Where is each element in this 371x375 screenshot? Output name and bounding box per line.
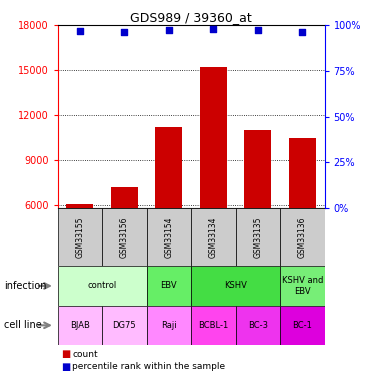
Bar [58,266,147,306]
Bar [155,127,182,208]
Bar [236,306,280,345]
Text: KSHV: KSHV [224,281,247,290]
Text: Raji: Raji [161,321,177,330]
Bar [236,208,280,266]
Point [166,27,172,33]
Bar [244,130,271,208]
Text: infection: infection [4,281,46,291]
Bar [280,306,325,345]
Bar [147,208,191,266]
Text: KSHV and
EBV: KSHV and EBV [282,276,323,296]
Bar [58,306,102,345]
Text: GSM33154: GSM33154 [164,216,173,258]
Title: GDS989 / 39360_at: GDS989 / 39360_at [130,11,252,24]
Text: BCBL-1: BCBL-1 [198,321,229,330]
Bar [191,266,280,306]
Text: cell line: cell line [4,320,42,330]
Bar [111,187,138,208]
Text: count: count [72,350,98,359]
Text: control: control [88,281,116,290]
Point [77,28,83,34]
Bar [191,306,236,345]
Bar [191,208,236,266]
Bar [147,266,191,306]
Bar [66,204,93,208]
Bar [102,306,147,345]
Text: EBV: EBV [161,281,177,290]
Text: ■: ■ [61,362,70,372]
Bar [280,208,325,266]
Text: BC-3: BC-3 [248,321,268,330]
Text: GSM33136: GSM33136 [298,216,307,258]
Bar [289,138,316,208]
Point [255,27,261,33]
Bar [200,67,227,208]
Bar [58,208,102,266]
Text: ■: ■ [61,350,70,359]
Point [210,26,216,32]
Point [299,28,305,34]
Point [121,30,127,36]
Bar [280,266,325,306]
Text: BC-1: BC-1 [292,321,312,330]
Text: GSM33156: GSM33156 [120,216,129,258]
Bar [147,306,191,345]
Text: GSM33134: GSM33134 [209,216,218,258]
Text: percentile rank within the sample: percentile rank within the sample [72,362,226,371]
Text: DG75: DG75 [112,321,136,330]
Text: GSM33135: GSM33135 [253,216,262,258]
Text: BJAB: BJAB [70,321,90,330]
Bar [102,208,147,266]
Text: GSM33155: GSM33155 [75,216,84,258]
